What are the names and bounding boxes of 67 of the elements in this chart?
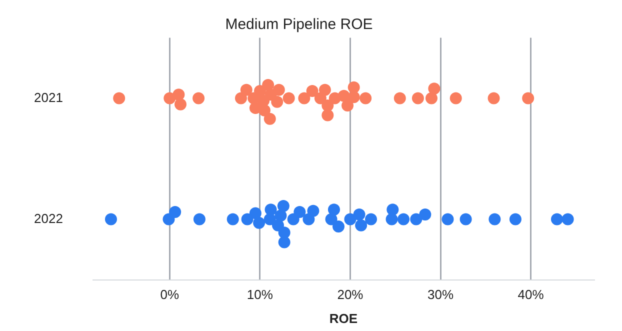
point bbox=[355, 219, 368, 232]
point bbox=[249, 207, 262, 220]
x-tick-label: 20% bbox=[337, 287, 364, 302]
point bbox=[298, 92, 310, 104]
point bbox=[488, 92, 500, 104]
point bbox=[241, 213, 254, 226]
point bbox=[328, 204, 340, 216]
point bbox=[294, 206, 306, 218]
point bbox=[113, 92, 126, 104]
point bbox=[348, 91, 360, 104]
x-tick-label: 0% bbox=[160, 287, 180, 302]
point bbox=[272, 84, 285, 96]
point bbox=[278, 236, 290, 248]
point bbox=[306, 85, 318, 98]
point bbox=[240, 84, 252, 96]
point bbox=[282, 92, 295, 104]
point bbox=[322, 109, 334, 122]
x-tick-label: 10% bbox=[246, 287, 274, 302]
point bbox=[192, 92, 205, 104]
point bbox=[562, 213, 574, 226]
point bbox=[226, 213, 239, 226]
point bbox=[193, 213, 206, 226]
point bbox=[164, 92, 176, 104]
point bbox=[274, 210, 287, 222]
point bbox=[342, 100, 354, 112]
y-tick-label: 2021 bbox=[34, 90, 63, 105]
point bbox=[277, 200, 290, 212]
point bbox=[522, 92, 534, 104]
point bbox=[318, 84, 331, 96]
x-tick-label: 30% bbox=[428, 287, 454, 302]
point bbox=[258, 104, 270, 116]
point bbox=[428, 82, 440, 95]
point bbox=[287, 213, 300, 226]
point bbox=[234, 92, 247, 104]
point bbox=[550, 213, 563, 226]
x-tick-label: 40% bbox=[518, 287, 544, 302]
point bbox=[386, 204, 399, 216]
point bbox=[488, 213, 501, 226]
point bbox=[332, 220, 344, 233]
point bbox=[450, 92, 462, 104]
point bbox=[460, 213, 472, 226]
point bbox=[271, 96, 284, 108]
point bbox=[169, 206, 182, 218]
point bbox=[394, 92, 406, 104]
point bbox=[398, 213, 410, 226]
point bbox=[353, 208, 366, 220]
point bbox=[412, 92, 424, 104]
point bbox=[442, 213, 454, 226]
point bbox=[344, 213, 356, 226]
x-axis-title: ROE bbox=[329, 310, 358, 326]
point bbox=[264, 204, 277, 216]
point bbox=[278, 226, 290, 239]
point bbox=[364, 213, 377, 226]
point bbox=[104, 213, 117, 226]
point bbox=[253, 216, 266, 229]
point bbox=[410, 213, 422, 226]
point bbox=[174, 98, 186, 110]
point bbox=[307, 204, 320, 217]
point bbox=[360, 92, 372, 104]
chart-title: Medium Pipeline ROE bbox=[225, 16, 373, 33]
point bbox=[425, 92, 438, 104]
y-tick-label: 2022 bbox=[34, 210, 63, 226]
point bbox=[172, 88, 185, 101]
point bbox=[262, 78, 274, 91]
point bbox=[509, 213, 522, 226]
point bbox=[264, 112, 276, 125]
point bbox=[419, 208, 432, 220]
